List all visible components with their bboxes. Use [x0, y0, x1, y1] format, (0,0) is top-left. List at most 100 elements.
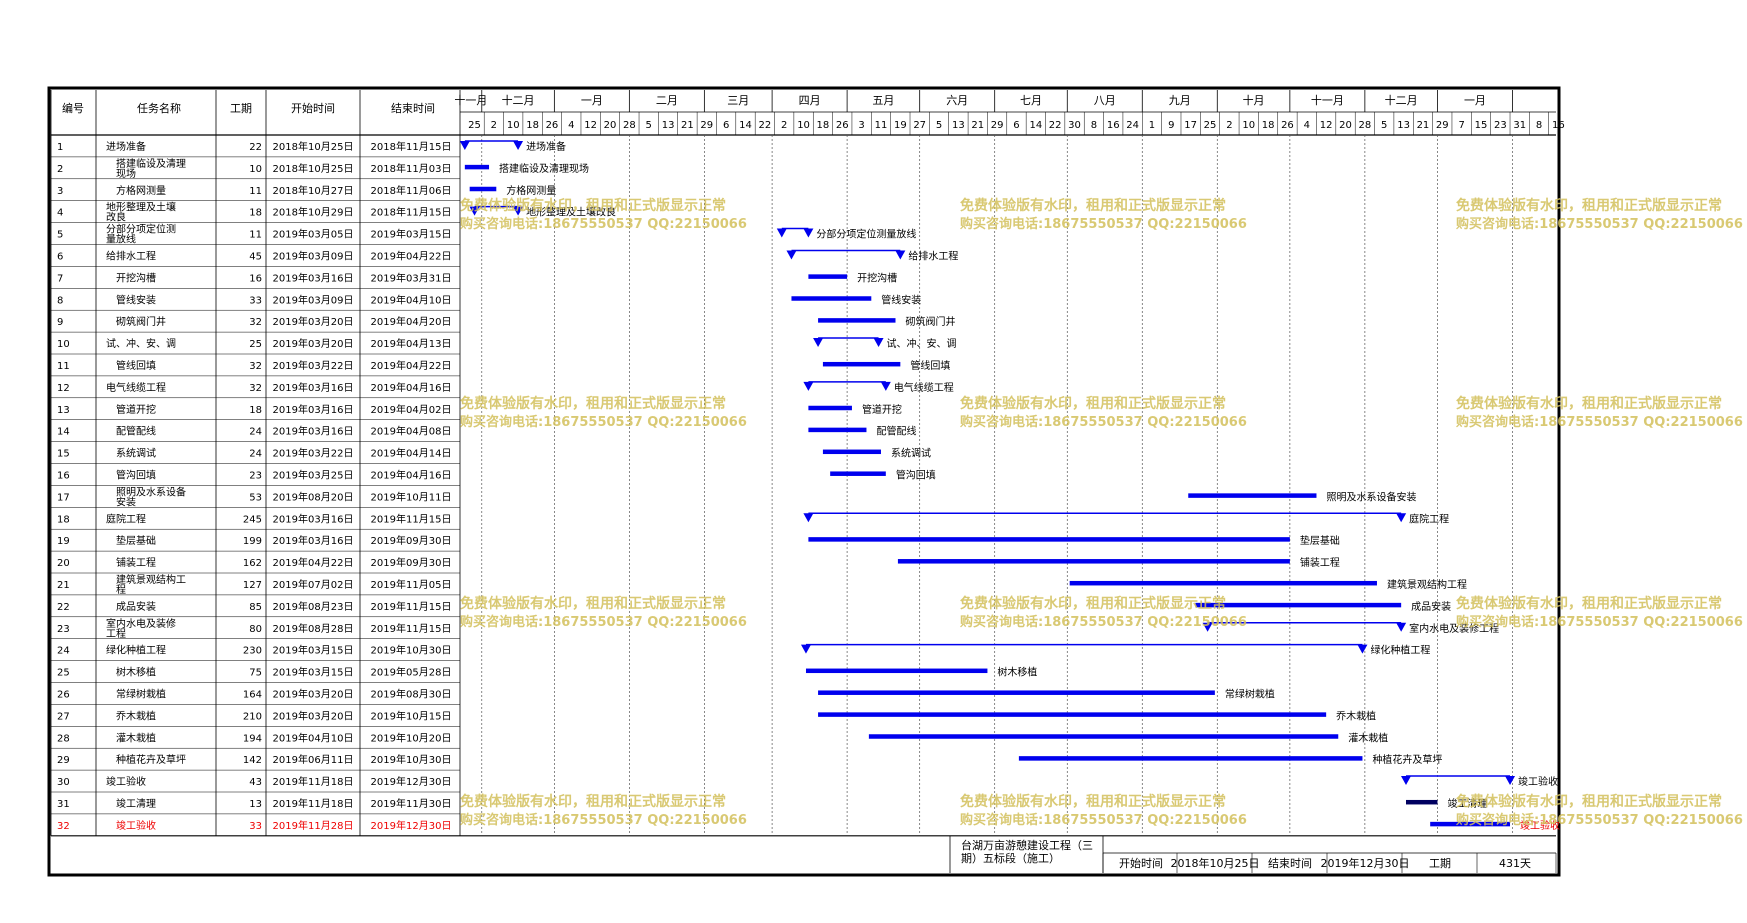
month-label: 六月: [946, 94, 968, 107]
week-tick-label: 14: [1029, 120, 1042, 131]
bar-label: 电气线缆工程: [894, 381, 954, 394]
bar-rect: [464, 164, 490, 170]
task-duration: 32: [249, 383, 262, 394]
task-name-wrap: 程: [116, 584, 126, 596]
bar-label: 垫层基础: [1300, 534, 1340, 547]
task-name: 管道开挖: [116, 403, 156, 416]
task-id: 14: [57, 427, 70, 438]
task-name: 庭院工程: [106, 512, 146, 525]
table-row: 16 管沟回填 23 2019年03月25日 2019年04月16日: [57, 468, 451, 481]
summary-start-marker: [813, 338, 824, 348]
table-row: 25 树木移植 75 2019年03月15日 2019年05月28日: [57, 666, 451, 679]
watermark-line1: 免费体验版有水印，租用和正式版显示正常: [460, 595, 726, 612]
task-end: 2019年03月15日: [371, 228, 452, 241]
task-bar: 竣工验收: [1430, 819, 1560, 832]
task-id: 25: [57, 668, 70, 679]
task-end: 2019年04月20日: [371, 315, 452, 328]
task-id: 19: [57, 536, 70, 547]
task-duration: 18: [249, 208, 262, 219]
summary-start-marker: [803, 513, 814, 523]
bar-rect: [791, 296, 872, 301]
task-duration: 75: [249, 668, 262, 679]
task-end: 2019年04月10日: [371, 293, 452, 306]
watermark-line1: 免费体验版有水印，租用和正式版显示正常: [960, 595, 1226, 612]
week-tick-label: 2: [781, 120, 787, 131]
task-id: 21: [57, 580, 70, 591]
task-id: 11: [57, 361, 70, 372]
task-name: 电气线缆工程: [106, 381, 166, 394]
bar-label: 成品安装: [1411, 600, 1451, 613]
timeline-weeks: 25 2 10 18 26 4 12 20 28 5 13 21 29 6 14 22 2 10 18 26 3 11 19…: [468, 120, 1565, 131]
task-id: 4: [57, 208, 63, 219]
task-bar: 给排水工程: [786, 249, 958, 262]
task-end: 2019年03月31日: [371, 271, 452, 284]
task-duration: 164: [243, 689, 262, 700]
week-tick-label: 23: [1494, 120, 1507, 131]
bar-label: 铺装工程: [1300, 556, 1340, 569]
bar-rect: [1195, 602, 1402, 608]
bar-rect: [1405, 799, 1438, 805]
week-tick-label: 10: [797, 120, 810, 131]
task-start: 2019年03月16日: [273, 271, 354, 284]
week-tick-label: 30: [1068, 120, 1081, 131]
task-duration: 85: [249, 602, 262, 613]
project-name-line2: 期）五标段（施工）: [961, 851, 1060, 865]
task-bar: 进场准备: [459, 140, 566, 153]
summary-start-marker: [1202, 622, 1213, 632]
task-name: 乔木栽植: [116, 709, 156, 722]
task-start: 2018年10月29日: [273, 206, 354, 219]
table-row: 5 分部分项定位测量放线 11 2019年03月05日 2019年03月15日: [57, 223, 451, 246]
task-bar: 竣工验收: [1400, 775, 1558, 788]
task-end: 2019年04月08日: [371, 425, 452, 438]
task-bar: 建筑景观结构工程: [1069, 578, 1467, 591]
week-tick-label: 27: [913, 120, 926, 131]
task-end: 2019年09月30日: [371, 556, 452, 569]
watermark-line1: 免费体验版有水印，租用和正式版显示正常: [460, 793, 726, 810]
week-tick-label: 6: [723, 120, 729, 131]
task-name: 开挖沟槽: [116, 271, 156, 284]
bar-label: 系统调试: [891, 447, 931, 460]
week-tick-label: 16: [1107, 120, 1120, 131]
task-id: 13: [57, 405, 70, 416]
task-start: 2018年10月27日: [273, 184, 354, 197]
summary-start-marker: [776, 228, 787, 238]
task-end: 2018年11月03日: [371, 162, 452, 175]
bar-rect: [1069, 580, 1377, 586]
task-start: 2019年03月20日: [273, 709, 354, 722]
task-start: 2019年04月22日: [273, 556, 354, 569]
bar-label: 开挖沟槽: [857, 271, 897, 284]
table-row: 28 灌木栽植 194 2019年04月10日 2019年10月20日: [57, 731, 451, 744]
month-label: 四月: [799, 94, 821, 107]
bar-rect: [808, 427, 867, 433]
task-end: 2019年11月05日: [371, 578, 452, 591]
bar-label: 灌木栽植: [1348, 731, 1388, 744]
watermark-line1: 免费体验版有水印，租用和正式版显示正常: [460, 395, 726, 412]
week-tick-label: 26: [1281, 120, 1294, 131]
week-tick-label: 25: [1204, 120, 1217, 131]
summary-end-marker: [1396, 622, 1407, 632]
task-end: 2019年11月15日: [371, 622, 452, 635]
task-end: 2019年04月22日: [371, 359, 452, 372]
week-tick-label: 2: [1226, 120, 1232, 131]
task-end: 2019年04月22日: [371, 249, 452, 262]
bar-label: 试、冲、安、调: [887, 337, 957, 350]
task-id: 12: [57, 383, 70, 394]
bar-rect: [808, 537, 1290, 542]
task-rows: 1 进场准备 22 2018年10月25日 2018年11月15日 2 搭建临设及清理现场 1…: [57, 140, 451, 832]
task-name-wrap: 工程: [106, 628, 126, 640]
task-duration: 33: [249, 821, 262, 832]
task-name: 种植花卉及草坪: [116, 753, 186, 766]
table-row: 6 给排水工程 45 2019年03月09日 2019年04月22日: [57, 249, 451, 262]
task-name: 进场准备: [106, 140, 146, 153]
header-name: 任务名称: [137, 101, 181, 115]
table-row: 21 建筑景观结构工程 127 2019年07月02日 2019年11月05日: [57, 573, 451, 596]
task-name: 成品安装: [116, 600, 156, 613]
header-id: 编号: [62, 101, 84, 115]
task-name: 室内水电及装修: [106, 617, 176, 630]
task-start: 2019年03月09日: [273, 293, 354, 306]
task-name: 树木移植: [116, 666, 156, 679]
task-bar: 庭院工程: [803, 512, 1449, 525]
task-bar: 配管配线: [808, 425, 916, 438]
table-row: 18 庭院工程 245 2019年03月16日 2019年11月15日: [57, 512, 451, 525]
